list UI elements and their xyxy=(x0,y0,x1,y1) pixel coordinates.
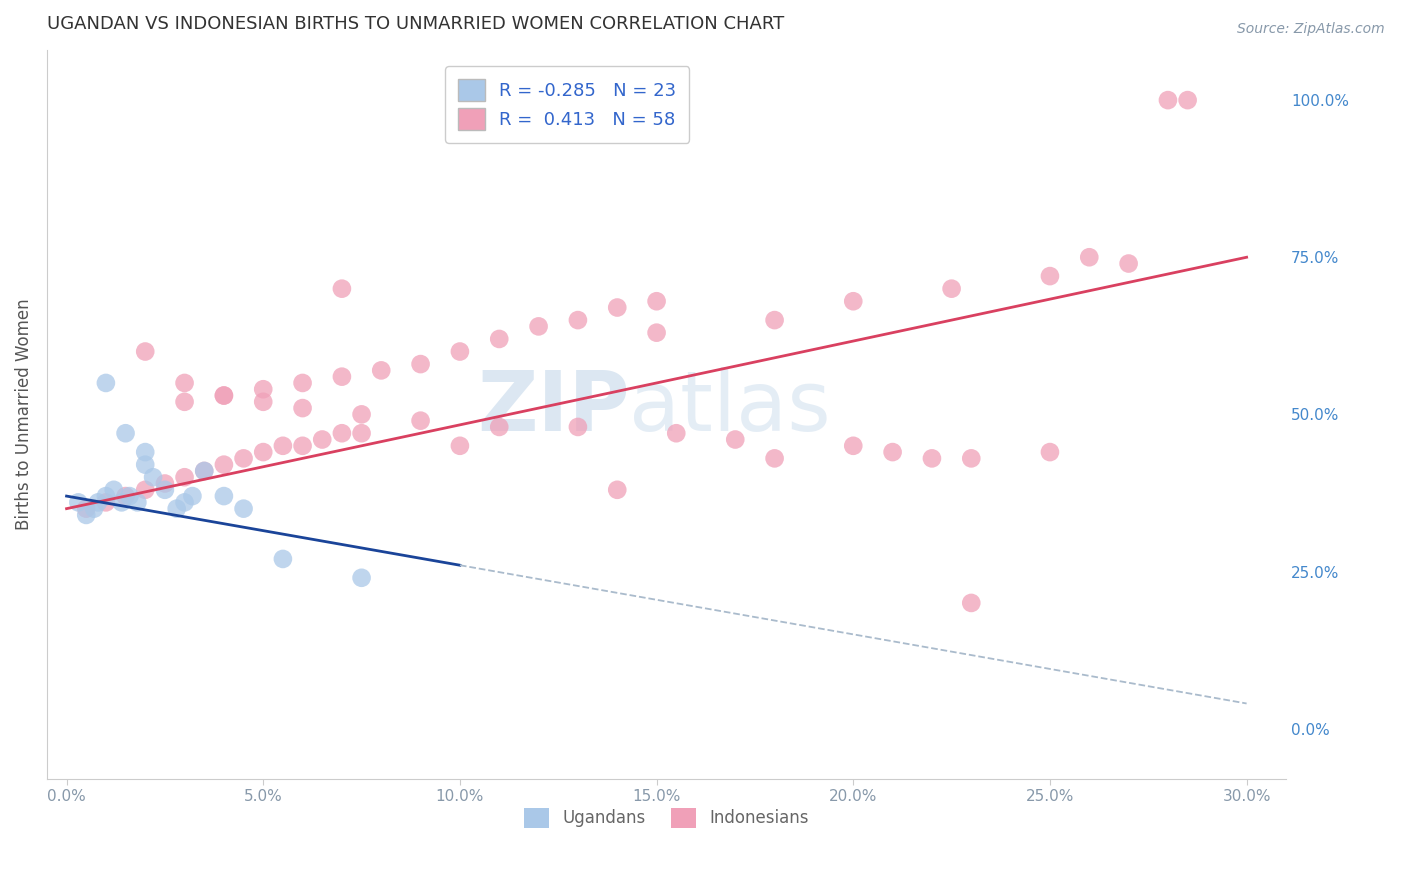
Point xyxy=(127,495,149,509)
Point xyxy=(606,301,628,315)
Point xyxy=(181,489,204,503)
Point xyxy=(645,294,668,309)
Point xyxy=(350,408,373,422)
Point xyxy=(409,414,432,428)
Point xyxy=(350,571,373,585)
Point xyxy=(212,489,235,503)
Point xyxy=(724,433,747,447)
Point xyxy=(173,495,195,509)
Point xyxy=(1157,93,1180,107)
Point xyxy=(567,420,589,434)
Point xyxy=(173,376,195,390)
Point xyxy=(134,483,156,497)
Point xyxy=(103,483,125,497)
Point xyxy=(1118,256,1140,270)
Point xyxy=(763,313,786,327)
Point xyxy=(114,489,136,503)
Point xyxy=(291,401,314,416)
Point xyxy=(252,382,274,396)
Point xyxy=(114,426,136,441)
Point xyxy=(134,344,156,359)
Point xyxy=(153,476,176,491)
Point xyxy=(111,495,134,509)
Point xyxy=(271,552,294,566)
Point xyxy=(271,439,294,453)
Point xyxy=(960,451,983,466)
Point xyxy=(488,420,510,434)
Point xyxy=(232,451,254,466)
Point xyxy=(921,451,943,466)
Point xyxy=(960,596,983,610)
Legend: Ugandans, Indonesians: Ugandans, Indonesians xyxy=(516,799,817,836)
Point xyxy=(232,501,254,516)
Point xyxy=(1078,250,1101,264)
Point xyxy=(350,426,373,441)
Point xyxy=(527,319,550,334)
Point xyxy=(75,508,97,522)
Point xyxy=(330,426,353,441)
Point xyxy=(449,439,471,453)
Point xyxy=(94,489,117,503)
Point xyxy=(645,326,668,340)
Point xyxy=(291,376,314,390)
Point xyxy=(1039,445,1062,459)
Point xyxy=(83,501,105,516)
Point xyxy=(842,439,865,453)
Point xyxy=(118,489,141,503)
Point xyxy=(212,388,235,402)
Point xyxy=(449,344,471,359)
Point xyxy=(166,501,188,516)
Point xyxy=(134,445,156,459)
Point xyxy=(488,332,510,346)
Point xyxy=(252,394,274,409)
Point xyxy=(882,445,904,459)
Point xyxy=(311,433,333,447)
Point xyxy=(87,495,110,509)
Point xyxy=(94,376,117,390)
Point xyxy=(134,458,156,472)
Point xyxy=(763,451,786,466)
Point xyxy=(67,495,90,509)
Point xyxy=(193,464,215,478)
Point xyxy=(252,445,274,459)
Point xyxy=(665,426,688,441)
Point xyxy=(193,464,215,478)
Point xyxy=(567,313,589,327)
Point xyxy=(330,369,353,384)
Point xyxy=(370,363,392,377)
Point xyxy=(212,388,235,402)
Point xyxy=(1177,93,1199,107)
Point xyxy=(291,439,314,453)
Point xyxy=(75,501,97,516)
Point xyxy=(142,470,165,484)
Point xyxy=(842,294,865,309)
Point xyxy=(330,282,353,296)
Text: atlas: atlas xyxy=(630,367,831,448)
Text: Source: ZipAtlas.com: Source: ZipAtlas.com xyxy=(1237,22,1385,37)
Point xyxy=(94,495,117,509)
Point xyxy=(173,470,195,484)
Text: ZIP: ZIP xyxy=(477,367,630,448)
Point xyxy=(409,357,432,371)
Point xyxy=(1039,269,1062,284)
Point xyxy=(173,394,195,409)
Point xyxy=(212,458,235,472)
Y-axis label: Births to Unmarried Women: Births to Unmarried Women xyxy=(15,299,32,530)
Point xyxy=(941,282,963,296)
Text: UGANDAN VS INDONESIAN BIRTHS TO UNMARRIED WOMEN CORRELATION CHART: UGANDAN VS INDONESIAN BIRTHS TO UNMARRIE… xyxy=(46,15,785,33)
Point xyxy=(153,483,176,497)
Point xyxy=(606,483,628,497)
